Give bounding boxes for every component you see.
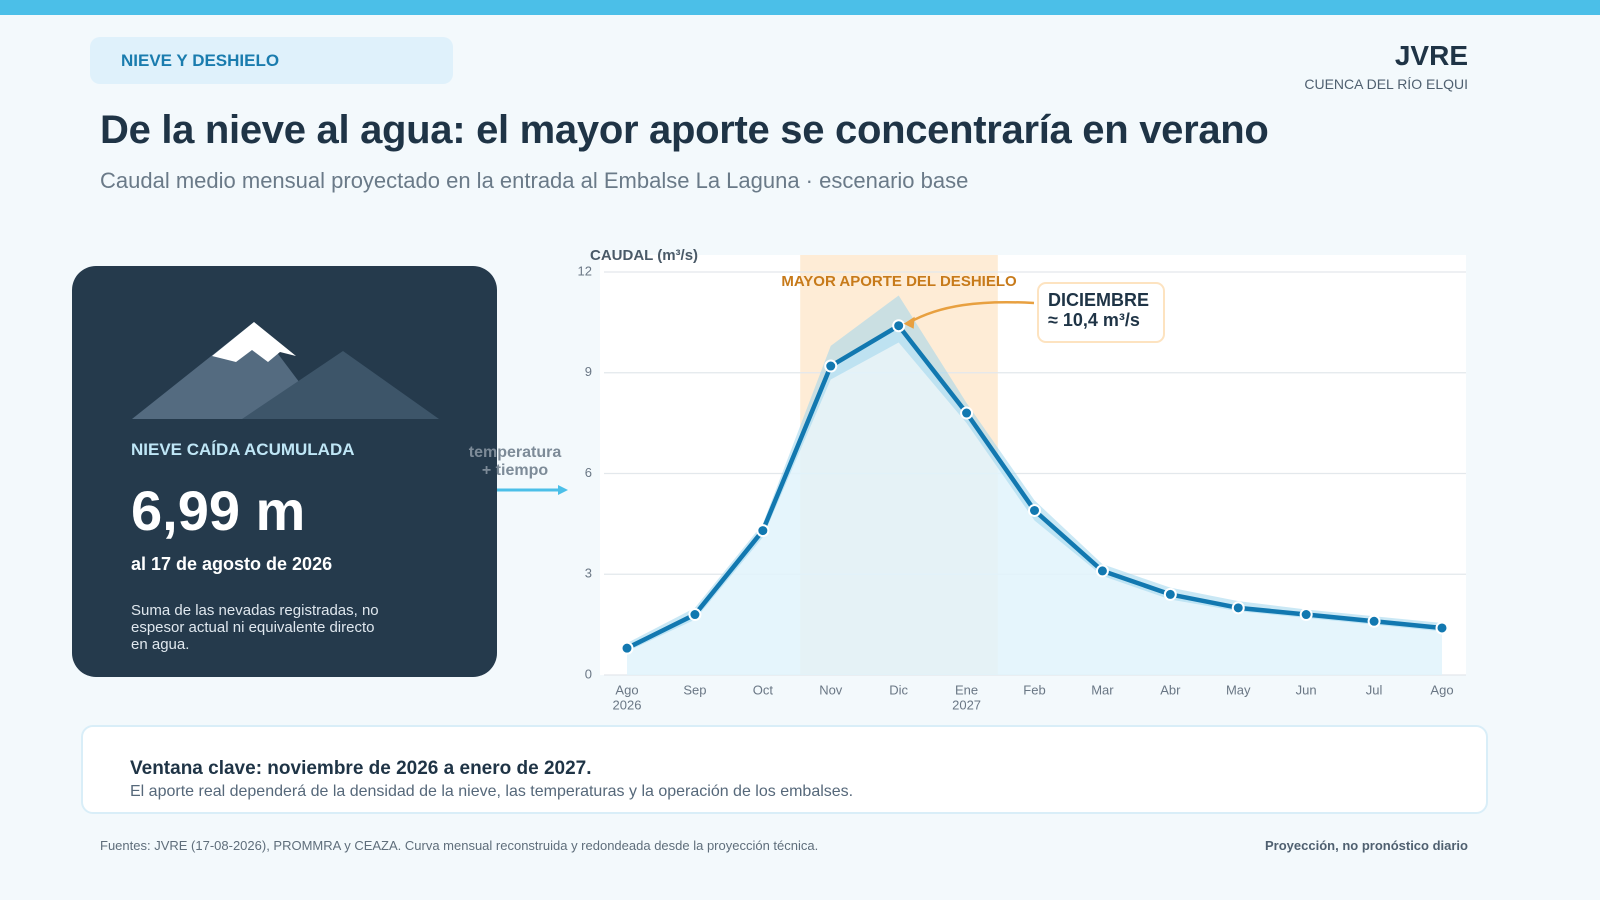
- callout-bold: Ventana clave: noviembre de 2026 a enero…: [130, 758, 592, 779]
- x-tick-label: Oct: [753, 682, 774, 697]
- x-tick-label: May: [1226, 682, 1251, 697]
- x-tick-label: Abr: [1160, 682, 1181, 697]
- brand-sub: CUENCA DEL RÍO ELQUI: [1304, 76, 1468, 92]
- card-date: al 17 de agosto de 2026: [131, 554, 333, 574]
- x-tick-sublabel: 2026: [613, 697, 642, 712]
- brand: JVRE: [1394, 40, 1468, 71]
- x-tick-label: Sep: [683, 682, 706, 697]
- top-bar: [0, 0, 1600, 15]
- point: [1028, 503, 1041, 517]
- subtitle: Caudal medio mensual proyectado en la en…: [100, 168, 969, 193]
- annotation-text: ≈ 10,4 m³/s: [1048, 310, 1140, 330]
- point: [688, 608, 702, 622]
- card-label: NIEVE CAÍDA ACUMULADA: [131, 440, 355, 459]
- point: [756, 524, 770, 538]
- point: [620, 641, 634, 655]
- x-tick-label: Dic: [889, 682, 908, 697]
- card-note: Suma de las nevadas registradas, no espe…: [131, 602, 379, 653]
- point: [1163, 587, 1177, 601]
- point: [1231, 601, 1245, 615]
- point: [892, 319, 906, 333]
- area: [627, 325, 1442, 675]
- highlight-label: MAYOR APORTE DEL DESHIELO: [781, 273, 1017, 290]
- y-tick-label: 3: [585, 566, 592, 581]
- x-tick-label: Jun: [1296, 682, 1317, 697]
- title: De la nieve al agua: el mayor aporte se …: [100, 108, 1269, 152]
- callout-text: El aporte real dependerá de la densidad …: [130, 783, 854, 800]
- point: [960, 406, 974, 420]
- tag-pill: [90, 37, 453, 84]
- y-tick-label: 12: [578, 263, 592, 278]
- snow-card: [72, 266, 497, 677]
- x-tick-label: Nov: [819, 682, 843, 697]
- point: [1299, 608, 1313, 622]
- x-tick-sublabel: 2027: [952, 697, 981, 712]
- y-tick-label: 0: [585, 666, 592, 681]
- x-tick-label: Ene: [955, 682, 978, 697]
- mountain-icon: [132, 322, 439, 419]
- footer-note: Proyección, no pronóstico diario: [1265, 838, 1468, 853]
- point: [1435, 621, 1449, 635]
- x-tick-label: Mar: [1091, 682, 1114, 697]
- connector-text: temperatura: [469, 444, 562, 461]
- x-tick-label: Feb: [1023, 682, 1045, 697]
- connector-arrowhead: [558, 485, 568, 495]
- point: [824, 359, 838, 373]
- connector-text: + tiempo: [482, 462, 548, 479]
- annotation-arrowhead: [903, 316, 915, 329]
- x-tick-label: Ago: [1430, 682, 1453, 697]
- annotation-title: DICIEMBRE: [1048, 290, 1149, 310]
- callout-box: [81, 725, 1488, 814]
- annotation-arrow: [908, 300, 1035, 324]
- y-tick-label: 6: [585, 465, 592, 480]
- x-tick-label: Jul: [1366, 682, 1383, 697]
- x-tick-label: Ago: [615, 682, 638, 697]
- y-axis-label: CAUDAL (m³/s): [590, 247, 698, 264]
- point: [1367, 614, 1381, 628]
- uncertainty-band: [627, 295, 1442, 652]
- tag: NIEVE Y DESHIELO: [121, 51, 280, 70]
- point: [1095, 564, 1109, 578]
- sources: Fuentes: JVRE (17-08-2026), PROMMRA y CE…: [100, 838, 819, 853]
- card-value: 6,99 m: [131, 479, 306, 542]
- annotation-box: [1037, 282, 1165, 343]
- y-tick-label: 9: [585, 364, 592, 379]
